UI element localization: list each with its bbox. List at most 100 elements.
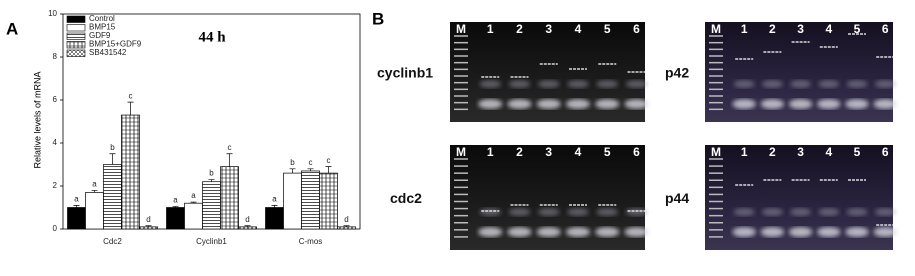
lane-label: M [711, 22, 721, 36]
error-bar [343, 225, 350, 227]
gel-band [536, 99, 561, 109]
bar [337, 226, 356, 230]
lane-label: 4 [575, 22, 582, 36]
gel-band [733, 208, 755, 216]
lane-label: 4 [575, 145, 582, 159]
legend-label: Control [89, 14, 115, 23]
significance-letter: b [110, 143, 115, 152]
lane-label: 1 [741, 145, 748, 159]
legend-swatch [66, 49, 86, 57]
lane-label: 6 [633, 145, 640, 159]
error-bar [271, 205, 278, 208]
legend-swatch [66, 15, 86, 23]
gel-band [595, 99, 620, 109]
lane-label: 3 [797, 145, 804, 159]
lane-label: 3 [545, 22, 552, 36]
gel-band [507, 99, 532, 109]
gel-band [508, 208, 531, 216]
significance-letter: a [272, 194, 277, 203]
significance-letter: c [129, 91, 133, 100]
bar [103, 164, 122, 230]
bar [319, 172, 338, 230]
lane-label: 3 [797, 22, 804, 36]
significance-letter: d [245, 215, 249, 224]
legend-label: BMP15 [89, 23, 116, 32]
gel-band [536, 227, 561, 237]
gel-band [537, 208, 560, 216]
gel-band [732, 99, 756, 109]
lane-label: 6 [882, 145, 889, 159]
gel-band [565, 227, 591, 237]
bar [67, 207, 86, 230]
gel-band [732, 227, 756, 237]
plot: 0 2 4 6 8 10 Cdc2 a a b c d Cyclinb1 a a b c d C-mos a b c c d C… [48, 9, 361, 246]
gel-band [788, 227, 813, 237]
gel-band [817, 227, 841, 237]
gel-band [478, 99, 503, 109]
error-bar [226, 153, 233, 167]
gel-band [846, 80, 868, 88]
error-bar [91, 189, 98, 193]
gel-band [818, 208, 840, 216]
error-bar [127, 101, 134, 116]
gel-band [478, 227, 503, 237]
lane-label: 5 [854, 145, 861, 159]
x-tick-label: Cdc2 [103, 237, 122, 246]
gel-band [625, 208, 648, 216]
significance-letter: b [290, 158, 295, 167]
bar [184, 202, 203, 230]
gel-label: cdc2 [390, 190, 422, 206]
annotation: 44 h [198, 29, 226, 45]
gel-band [874, 80, 896, 88]
gel-band [761, 80, 783, 88]
gel-band [537, 80, 560, 88]
error-bar [190, 201, 197, 204]
lane-label: 3 [545, 145, 552, 159]
lane-label: M [456, 22, 466, 36]
error-bar [325, 166, 332, 174]
panel-label: B [372, 9, 384, 28]
panel-label: A [6, 19, 18, 38]
significance-letter: c [327, 156, 331, 165]
legend-label: BMP15+GDF9 [89, 40, 142, 49]
gel-band [760, 99, 785, 109]
y-tick-label: 4 [53, 138, 58, 147]
y-tick-label: 10 [48, 9, 57, 18]
y-tick-label: 6 [53, 95, 58, 104]
gel-band [817, 99, 841, 109]
lane-label: 4 [825, 145, 832, 159]
gel-band [874, 208, 896, 216]
lane-label: 2 [516, 22, 523, 36]
y-axis-label: Relative levels of mRNA [32, 71, 42, 168]
error-bar [73, 205, 80, 208]
gel-band [596, 80, 619, 88]
gel-band [790, 80, 812, 88]
y-tick-label: 2 [53, 181, 58, 190]
x-tick-label: C-mos [299, 237, 323, 246]
error-bar [208, 179, 215, 182]
bar [283, 172, 302, 230]
legend-swatch [66, 24, 86, 32]
lane-label: 2 [769, 22, 776, 36]
gel-band [508, 80, 531, 88]
gel-band [846, 208, 868, 216]
legend-label: GDF9 [89, 31, 111, 40]
error-bar [172, 206, 179, 208]
significance-letter: a [92, 179, 97, 188]
lane-label: 5 [854, 22, 861, 36]
significance-letter: d [146, 215, 150, 224]
gel-band [479, 208, 502, 216]
error-bar [244, 225, 251, 227]
gel-band [761, 208, 783, 216]
legend-swatch [66, 32, 86, 40]
gel-band [788, 99, 813, 109]
gel-band [625, 80, 648, 88]
legend-label: SB431542 [89, 48, 127, 57]
lane-label: 2 [516, 145, 523, 159]
bar [166, 207, 185, 230]
lane-label: 5 [604, 22, 611, 36]
gel-band [733, 80, 755, 88]
gel-band [565, 99, 591, 109]
legend-swatch [66, 41, 86, 49]
